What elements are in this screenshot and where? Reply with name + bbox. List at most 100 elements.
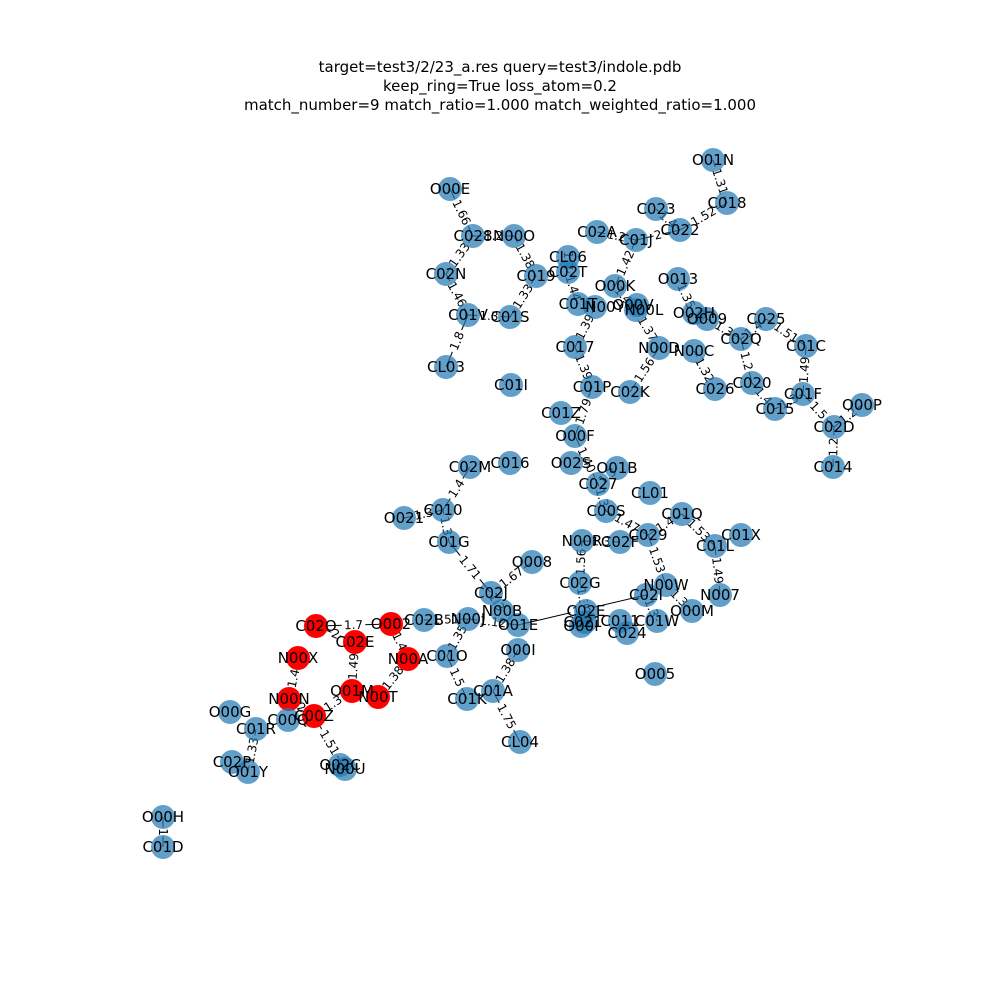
atom-label: CL03 bbox=[427, 358, 465, 376]
atom-node[interactable] bbox=[615, 621, 639, 645]
atom-node[interactable] bbox=[434, 262, 458, 286]
atom-node[interactable] bbox=[333, 757, 357, 781]
atom-node[interactable] bbox=[624, 228, 648, 252]
atom-node[interactable] bbox=[218, 700, 242, 724]
atom-node[interactable] bbox=[647, 336, 671, 360]
atom-node[interactable] bbox=[506, 613, 530, 637]
atom-node[interactable] bbox=[151, 835, 175, 859]
atom-node[interactable] bbox=[520, 550, 544, 574]
matched-atom-node[interactable] bbox=[396, 647, 420, 671]
atom-node[interactable] bbox=[502, 224, 526, 248]
bond-label-background bbox=[708, 554, 727, 587]
atom-node[interactable] bbox=[624, 298, 648, 322]
atom-node[interactable] bbox=[703, 534, 727, 558]
atom-node[interactable] bbox=[455, 687, 479, 711]
atom-node[interactable] bbox=[524, 264, 548, 288]
atom-node[interactable] bbox=[608, 530, 632, 554]
atom-node[interactable] bbox=[666, 267, 690, 291]
atom-node[interactable] bbox=[549, 401, 573, 425]
matched-atom-node[interactable] bbox=[366, 685, 390, 709]
atom-node[interactable] bbox=[583, 295, 607, 319]
bond-label-group: 1.8 bbox=[445, 327, 469, 355]
atom-node[interactable] bbox=[680, 599, 704, 623]
atom-node[interactable] bbox=[438, 177, 462, 201]
matched-atom-node[interactable] bbox=[340, 679, 364, 703]
atom-node[interactable] bbox=[729, 327, 753, 351]
atom-label: C026 bbox=[695, 380, 734, 398]
atom-node[interactable] bbox=[412, 608, 436, 632]
atom-node[interactable] bbox=[791, 382, 815, 406]
atom-node[interactable] bbox=[580, 375, 604, 399]
atom-node[interactable] bbox=[740, 371, 764, 395]
atom-node[interactable] bbox=[850, 393, 874, 417]
atom-label: C02G bbox=[559, 574, 600, 592]
atom-node[interactable] bbox=[605, 456, 629, 480]
atom-node[interactable] bbox=[151, 805, 175, 829]
atom-node[interactable] bbox=[729, 523, 753, 547]
atom-node[interactable] bbox=[644, 197, 668, 221]
atom-node[interactable] bbox=[568, 571, 592, 595]
matched-atom-node[interactable] bbox=[302, 704, 326, 728]
atom-node[interactable] bbox=[643, 662, 667, 686]
atom-node[interactable] bbox=[392, 506, 416, 530]
atom-label: C023 bbox=[636, 200, 675, 218]
atom-node[interactable] bbox=[431, 498, 455, 522]
atom-node[interactable] bbox=[461, 224, 485, 248]
atom-node[interactable] bbox=[754, 307, 778, 331]
atom-node[interactable] bbox=[701, 148, 725, 172]
atom-node[interactable] bbox=[638, 481, 662, 505]
atom-node[interactable] bbox=[603, 274, 627, 298]
atom-node[interactable] bbox=[708, 583, 732, 607]
atom-node[interactable] bbox=[586, 472, 610, 496]
atom-node[interactable] bbox=[715, 191, 739, 215]
matched-atom-node[interactable] bbox=[343, 630, 367, 654]
atom-node[interactable] bbox=[458, 455, 482, 479]
atom-node[interactable] bbox=[618, 380, 642, 404]
atom-node[interactable] bbox=[821, 455, 845, 479]
atom-node[interactable] bbox=[670, 502, 694, 526]
atom-node[interactable] bbox=[654, 573, 678, 597]
atom-node[interactable] bbox=[695, 307, 719, 331]
atom-node[interactable] bbox=[668, 218, 692, 242]
atom-node[interactable] bbox=[556, 260, 580, 284]
atom-node[interactable] bbox=[763, 397, 787, 421]
atom-node[interactable] bbox=[563, 424, 587, 448]
atom-node[interactable] bbox=[645, 609, 669, 633]
atom-node[interactable] bbox=[585, 220, 609, 244]
atom-node[interactable] bbox=[456, 607, 480, 631]
bond-label-group: 1.49 bbox=[708, 554, 727, 587]
atom-node[interactable] bbox=[236, 760, 260, 784]
atom-node[interactable] bbox=[563, 335, 587, 359]
atom-label: C010 bbox=[423, 501, 462, 519]
atom-node[interactable] bbox=[682, 339, 706, 363]
atom-node[interactable] bbox=[456, 303, 480, 327]
atom-node[interactable] bbox=[559, 451, 583, 475]
atom-label: N00B bbox=[482, 602, 523, 620]
atom-node[interactable] bbox=[481, 679, 505, 703]
atom-node[interactable] bbox=[499, 373, 523, 397]
matched-atom-node[interactable] bbox=[304, 614, 328, 638]
matched-atom-node[interactable] bbox=[277, 687, 301, 711]
atom-node[interactable] bbox=[244, 717, 268, 741]
atom-node[interactable] bbox=[479, 581, 503, 605]
matched-atom-node[interactable] bbox=[286, 646, 310, 670]
atom-node[interactable] bbox=[822, 415, 846, 439]
atom-node[interactable] bbox=[634, 583, 658, 607]
atom-node[interactable] bbox=[506, 638, 530, 662]
atom-node[interactable] bbox=[508, 730, 532, 754]
atom-node[interactable] bbox=[794, 334, 818, 358]
atom-label: CL04 bbox=[501, 733, 539, 751]
atom-node[interactable] bbox=[569, 614, 593, 638]
atom-node[interactable] bbox=[498, 305, 522, 329]
atom-node[interactable] bbox=[498, 451, 522, 475]
atom-node[interactable] bbox=[437, 530, 461, 554]
atom-node[interactable] bbox=[703, 377, 727, 401]
atom-node[interactable] bbox=[636, 523, 660, 547]
atom-node[interactable] bbox=[435, 644, 459, 668]
atom-node[interactable] bbox=[570, 529, 594, 553]
atom-node[interactable] bbox=[594, 499, 618, 523]
atom-node[interactable] bbox=[434, 355, 458, 379]
atom-node[interactable] bbox=[490, 599, 514, 623]
atom-node[interactable] bbox=[276, 708, 300, 732]
matched-atom-node[interactable] bbox=[379, 612, 403, 636]
